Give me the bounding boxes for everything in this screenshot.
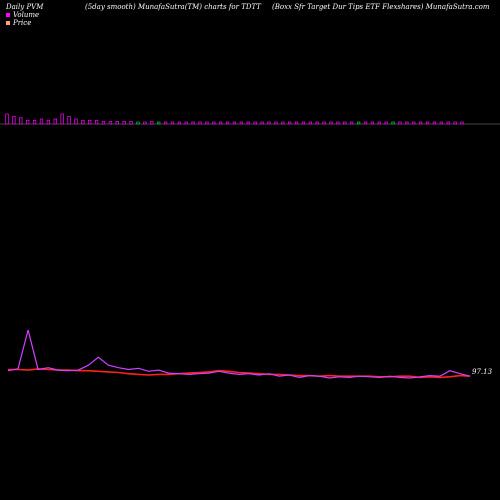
volume-bar — [115, 121, 119, 125]
volume-bar — [281, 121, 285, 125]
volume-bar — [122, 121, 126, 125]
volume-bar — [191, 121, 195, 125]
volume-bar — [315, 121, 319, 125]
volume-bar — [350, 121, 354, 125]
volume-bar — [157, 121, 161, 125]
legend-label-volume: Volume — [13, 11, 40, 19]
legend: Volume Price — [6, 11, 39, 27]
volume-bar — [398, 121, 402, 125]
volume-bar — [418, 121, 423, 125]
price-swatch — [6, 21, 10, 25]
volume-bar — [356, 121, 361, 125]
volume-bar — [74, 118, 78, 125]
volume-bar — [377, 121, 381, 125]
volume-bar — [274, 121, 278, 125]
volume-bar — [46, 119, 51, 125]
volume-bar — [432, 121, 437, 125]
header-middle: (5day smooth) MunafaSutra(TM) charts for… — [85, 3, 261, 11]
volume-bar — [32, 119, 37, 125]
volume-bar — [108, 121, 113, 125]
volume-bar — [177, 121, 181, 125]
volume-bar — [39, 118, 44, 125]
header-left: Daily PVM — [6, 3, 44, 11]
legend-item-price: Price — [6, 19, 39, 27]
volume-bar — [170, 121, 175, 125]
legend-item-volume: Volume — [6, 11, 39, 19]
volume-bar — [26, 119, 30, 125]
volume-bar — [53, 118, 57, 125]
volume-bar — [425, 121, 430, 125]
volume-bar — [267, 121, 271, 125]
volume-bar — [322, 121, 326, 125]
volume-bar — [336, 121, 340, 125]
legend-label-price: Price — [13, 19, 32, 27]
volume-bar — [101, 121, 106, 125]
volume-bar — [260, 121, 264, 125]
volume-bar — [5, 113, 9, 125]
volume-bar — [363, 121, 368, 125]
volume-bar — [129, 121, 133, 125]
volume-bar — [12, 116, 16, 125]
volume-bar — [225, 121, 230, 125]
volume-bar — [288, 121, 292, 125]
volume-bar — [329, 121, 333, 125]
volume-bar — [453, 121, 457, 125]
volume-bar — [184, 121, 188, 125]
volume-bar — [67, 116, 71, 125]
volume-bar — [60, 113, 64, 125]
volume-bar — [88, 119, 92, 125]
volume-bar — [81, 119, 85, 125]
volume-bar — [343, 121, 347, 125]
smoothed-line — [7, 329, 471, 379]
last-price-label: 97.13 — [472, 368, 493, 376]
volume-bar — [384, 121, 388, 125]
volume-bar — [391, 121, 395, 125]
volume-bar — [198, 121, 202, 125]
volume-bar — [460, 121, 464, 125]
volume-bar — [219, 121, 223, 125]
volume-bar — [94, 119, 99, 125]
volume-bar — [439, 121, 443, 125]
volume-bar — [446, 121, 450, 125]
volume-bar — [246, 121, 250, 125]
volume-bar — [253, 121, 257, 125]
volume-bar — [212, 121, 216, 125]
volume-bar — [239, 121, 244, 125]
volume-bar — [19, 117, 23, 125]
volume-swatch — [6, 13, 10, 17]
volume-bar — [232, 121, 237, 125]
volume-bar — [136, 121, 140, 125]
volume-bar — [405, 121, 409, 125]
volume-bar — [308, 121, 312, 125]
volume-bar — [150, 121, 154, 125]
volume-bar — [163, 121, 168, 125]
volume-bar — [412, 121, 416, 125]
volume-bar — [205, 121, 209, 125]
volume-bar — [301, 121, 306, 125]
volume-bar — [370, 121, 375, 125]
volume-bar — [143, 121, 147, 125]
volume-bar — [294, 121, 299, 125]
header-right: (Boxx Sfr Target Dur Tips ETF Flexshares… — [272, 3, 490, 11]
